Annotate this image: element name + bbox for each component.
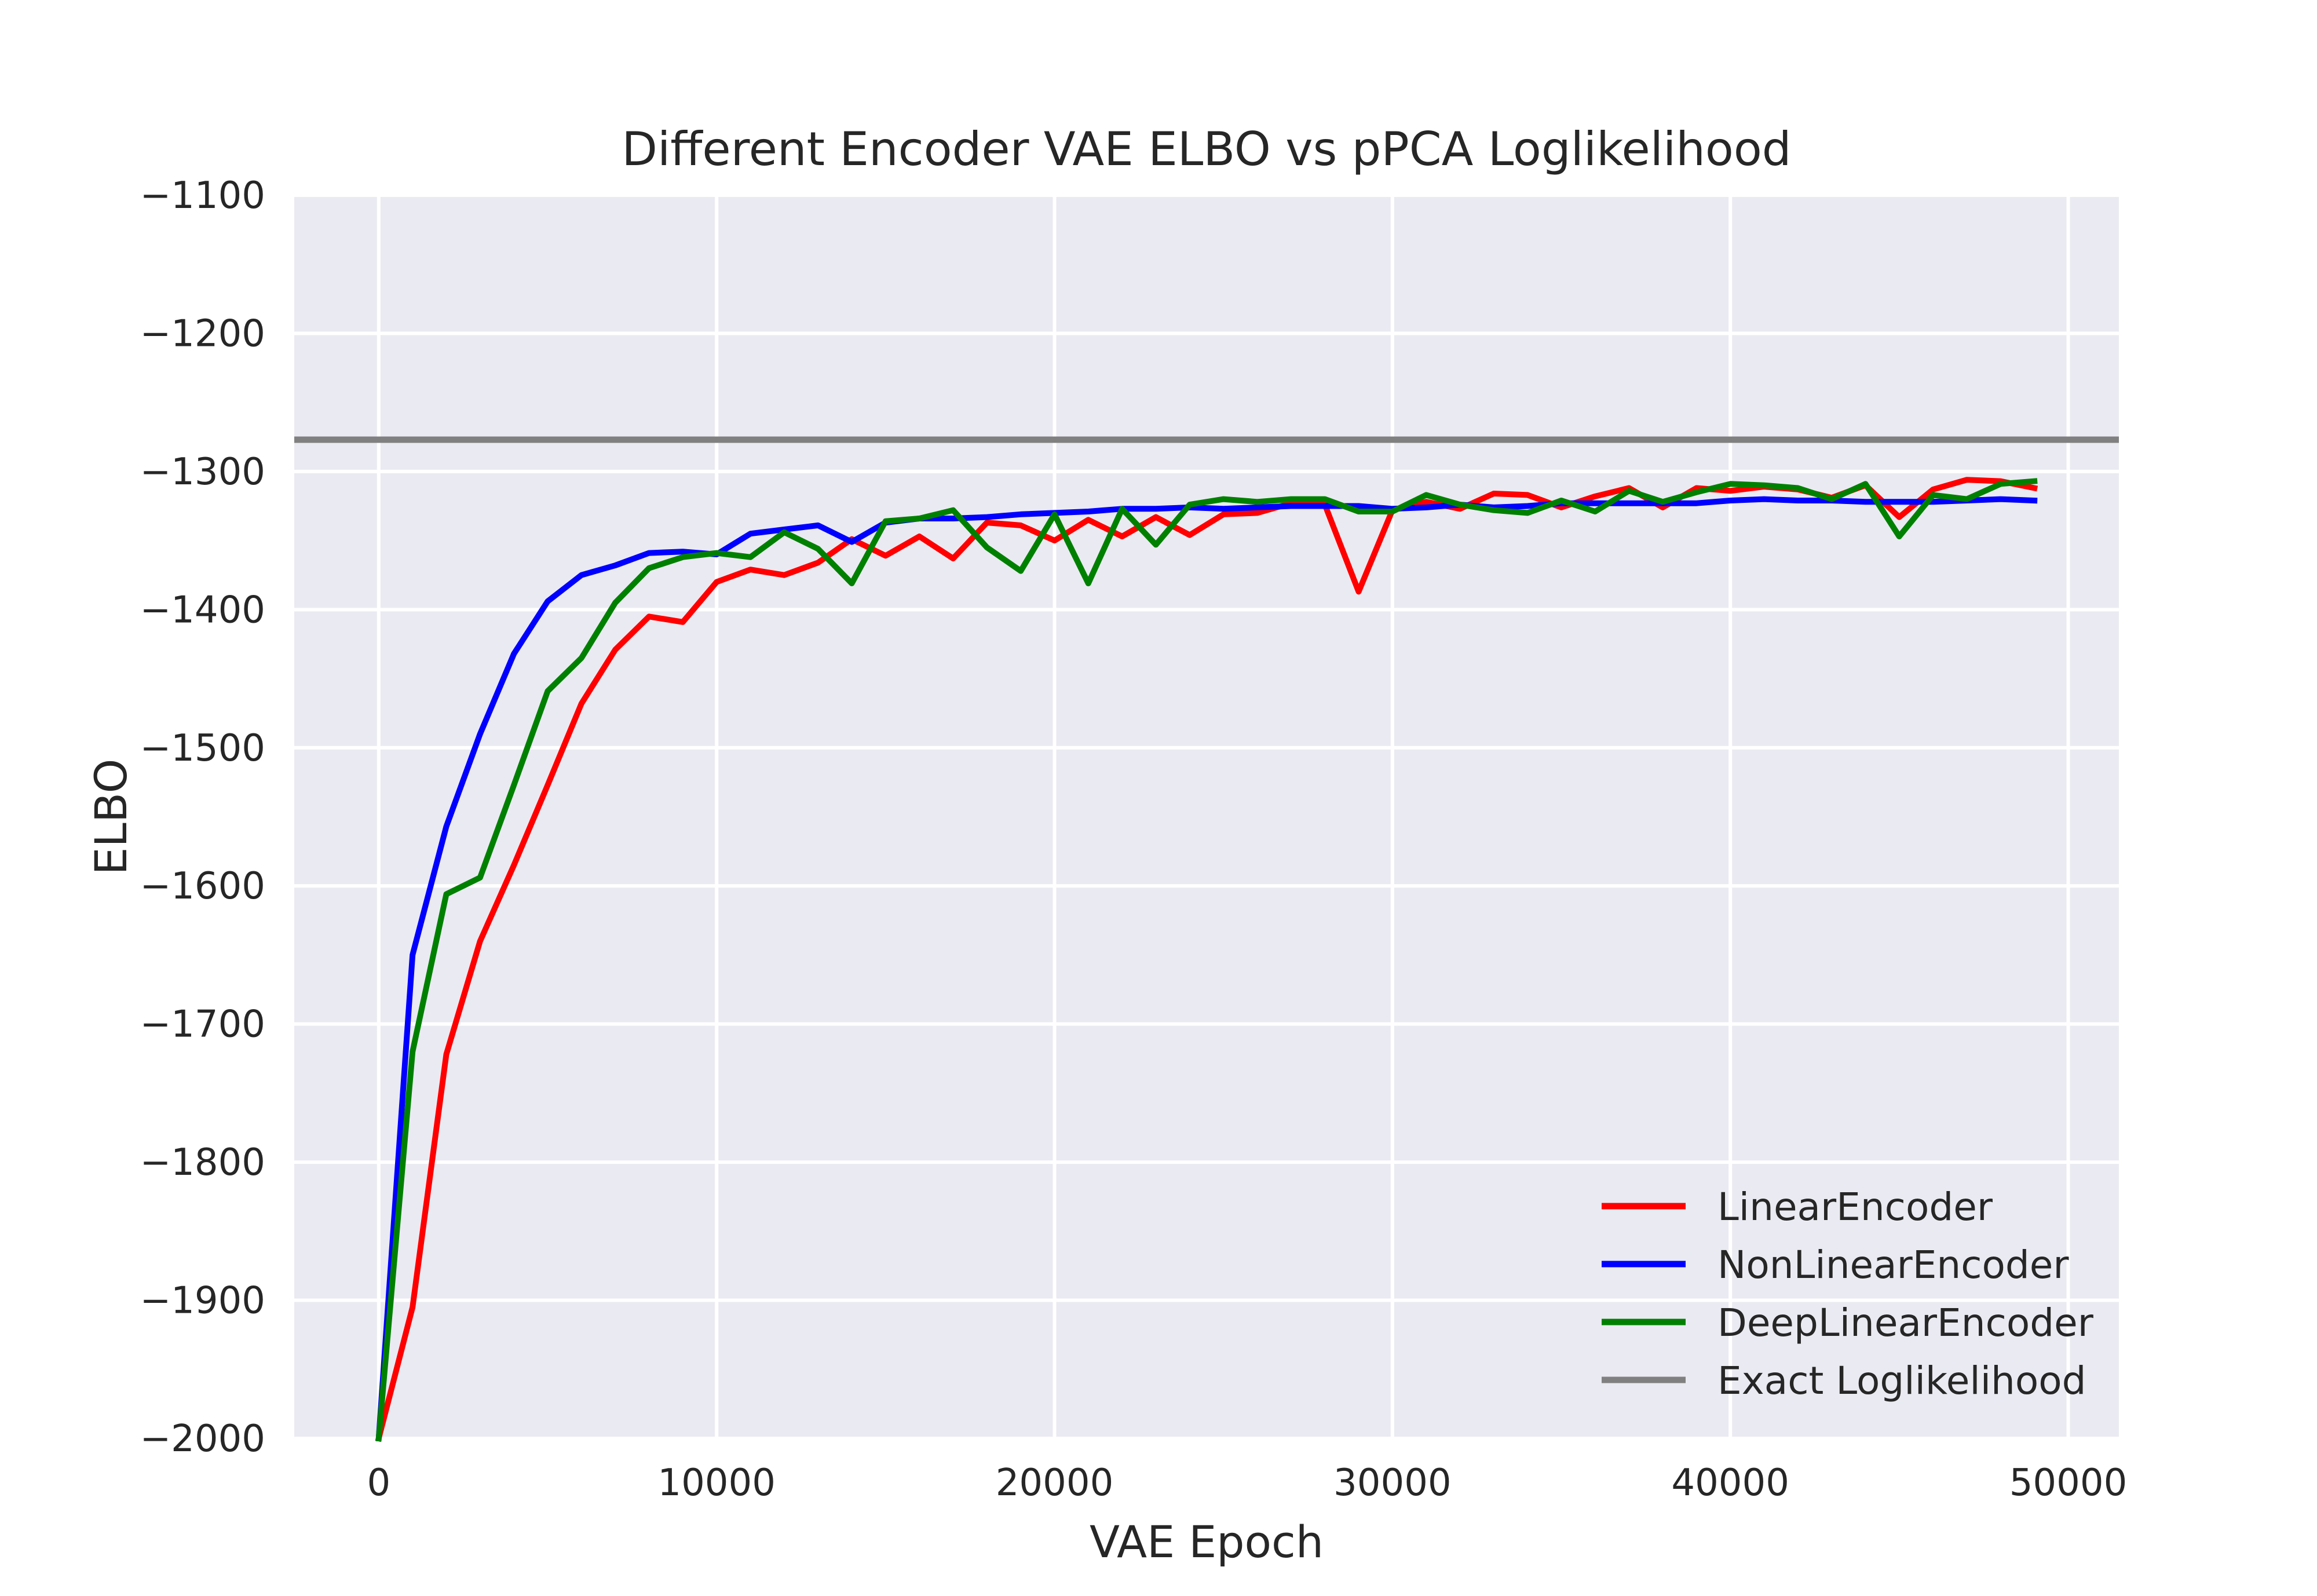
- y-tick-label: −1700: [140, 1003, 266, 1046]
- series-line-deeplinearencoder: [375, 478, 2038, 1442]
- legend-label: LinearEncoder: [1717, 1185, 1993, 1229]
- legend-label: NonLinearEncoder: [1717, 1243, 2069, 1287]
- y-tick-label: −1200: [140, 312, 266, 355]
- x-tick-label: 10000: [657, 1462, 776, 1504]
- chart-title: Different Encoder VAE ELBO vs pPCA Logli…: [622, 122, 1791, 176]
- plot-area: [294, 195, 2119, 1438]
- x-tick-label: 20000: [996, 1462, 1114, 1504]
- legend: LinearEncoder NonLinearEncoder DeepLinearE…: [1602, 1185, 2094, 1403]
- series-line-nonlinearencoder: [375, 496, 2038, 1442]
- x-axis-title: VAE Epoch: [1090, 1516, 1324, 1568]
- y-tick-label: −1400: [140, 589, 266, 631]
- y-tick-label: −1300: [140, 451, 266, 494]
- y-axis-ticks: −2000 −1900 −1800 −1700 −1600 −1500 −1400 −1300…: [140, 174, 266, 1460]
- x-tick-label: 0: [367, 1462, 390, 1504]
- legend-label: DeepLinearEncoder: [1717, 1301, 2094, 1345]
- legend-label: Exact Loglikelihood: [1717, 1358, 2086, 1403]
- y-tick-label: −2000: [140, 1418, 266, 1460]
- series-layer: [294, 436, 2119, 1442]
- x-tick-label: 40000: [1671, 1462, 1789, 1504]
- y-tick-label: −1100: [140, 174, 266, 217]
- y-tick-label: −1900: [140, 1280, 266, 1323]
- y-tick-label: −1500: [140, 727, 266, 770]
- grid: [294, 193, 2119, 1440]
- x-tick-label: 50000: [2009, 1462, 2128, 1504]
- x-tick-label: 30000: [1333, 1462, 1452, 1504]
- x-axis-ticks: 0 10000 20000 30000 40000 50000: [367, 1462, 2127, 1504]
- y-tick-label: −1800: [140, 1141, 266, 1184]
- y-axis-title: ELBO: [85, 759, 137, 875]
- y-tick-label: −1600: [140, 865, 266, 908]
